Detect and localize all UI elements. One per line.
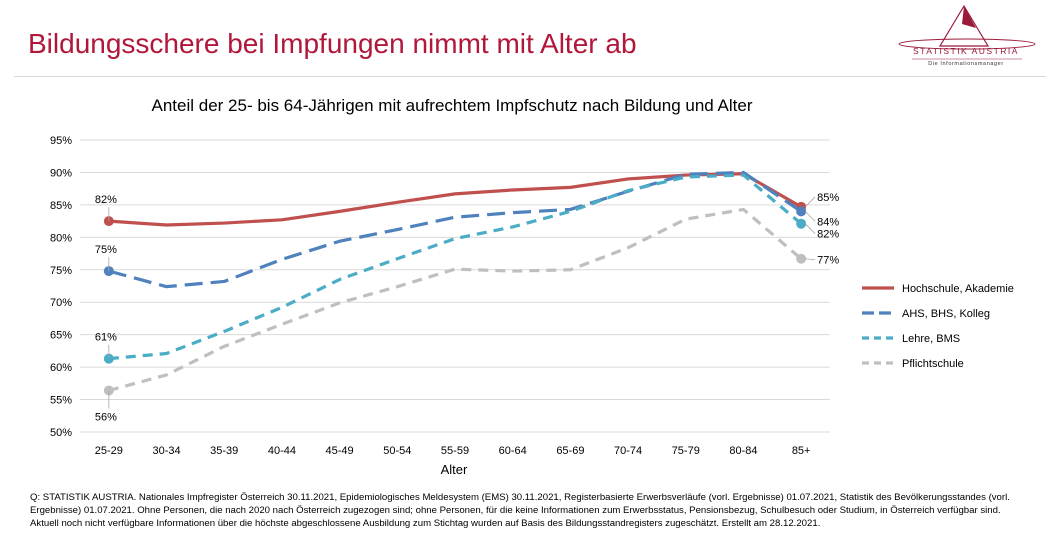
- chart-title: Anteil der 25- bis 64-Jährigen mit aufre…: [152, 96, 753, 115]
- data-label-leader: [804, 211, 816, 222]
- x-tick-label: 70-74: [614, 445, 642, 457]
- y-tick-label: 60%: [50, 362, 72, 374]
- logo-name: STATISTIK AUSTRIA: [913, 46, 1019, 56]
- data-label-leader: [805, 258, 816, 261]
- y-tick-label: 95%: [50, 135, 72, 147]
- y-tick-label: 75%: [50, 265, 72, 277]
- logo-swoosh: [898, 38, 1036, 50]
- x-tick-label: 40-44: [268, 445, 296, 457]
- series-line: [108, 170, 803, 289]
- x-axis-ticks: 25-29 30-34 35-39 40-44 45-49 50-54 55-59 60-64…: [95, 445, 811, 457]
- legend-label: Pflichtschule: [902, 358, 964, 370]
- data-label-leader: [804, 223, 816, 234]
- data-label: 82%: [95, 194, 117, 206]
- line-chart: Anteil der 25- bis 64-Jährigen mit aufre…: [50, 96, 1014, 477]
- statistik-austria-logo: [898, 4, 1036, 60]
- data-label: 82%: [817, 229, 839, 241]
- legend-label: AHS, BHS, Kolleg: [902, 308, 990, 320]
- source-note: Q: STATISTIK AUSTRIA. Nationales Impfreg…: [30, 492, 1010, 529]
- series-lines: [103, 170, 807, 396]
- series-line: [108, 173, 803, 361]
- x-tick-label: 25-29: [95, 445, 123, 457]
- logo-triangle-fill: [962, 6, 976, 28]
- page-title: Bildungsschere bei Impfungen nimmt mit A…: [28, 28, 637, 59]
- data-label: 84%: [817, 216, 839, 228]
- data-point-marker: [796, 206, 807, 217]
- logo-tagline: Die Informationsmanager: [928, 61, 1004, 67]
- data-point-marker: [796, 253, 807, 264]
- title-divider: [14, 76, 1046, 77]
- data-label-leader: [804, 196, 816, 208]
- y-tick-label: 50%: [50, 427, 72, 439]
- series-line: [108, 172, 802, 227]
- data-labels: 82% 85% 75% 84% 61% 82% 56% 77%: [95, 192, 840, 424]
- y-tick-label: 85%: [50, 200, 72, 212]
- y-tick-label: 55%: [50, 395, 72, 407]
- y-tick-label: 70%: [50, 297, 72, 309]
- series-line: [108, 207, 803, 393]
- legend-label: Lehre, BMS: [902, 333, 960, 345]
- x-tick-label: 45-49: [326, 445, 354, 457]
- y-tick-label: 65%: [50, 330, 72, 342]
- legend: Hochschule, Akademie AHS, BHS, Kolleg Lehr…: [862, 283, 1014, 370]
- logo-triangle: [938, 4, 990, 47]
- data-point-marker: [796, 218, 807, 229]
- x-axis-title: Alter: [441, 462, 468, 477]
- x-tick-label: 55-59: [441, 445, 469, 457]
- x-tick-label: 75-79: [672, 445, 700, 457]
- x-tick-label: 50-54: [383, 445, 411, 457]
- legend-label: Hochschule, Akademie: [902, 283, 1014, 295]
- y-tick-label: 80%: [50, 232, 72, 244]
- y-axis-ticks: 50% 55% 60% 65% 70% 75% 80% 85% 90% 95%: [50, 135, 72, 439]
- data-label: 75%: [95, 244, 117, 256]
- y-tick-label: 90%: [50, 167, 72, 179]
- data-label: 61%: [95, 332, 117, 344]
- x-tick-label: 85+: [792, 445, 811, 457]
- x-tick-label: 35-39: [210, 445, 238, 457]
- data-label: 56%: [95, 411, 117, 423]
- x-tick-label: 80-84: [729, 445, 757, 457]
- data-label: 85%: [817, 192, 839, 204]
- x-tick-label: 65-69: [556, 445, 584, 457]
- data-label: 77%: [817, 255, 839, 267]
- x-tick-label: 60-64: [499, 445, 527, 457]
- gridlines: [80, 139, 830, 433]
- x-tick-label: 30-34: [152, 445, 180, 457]
